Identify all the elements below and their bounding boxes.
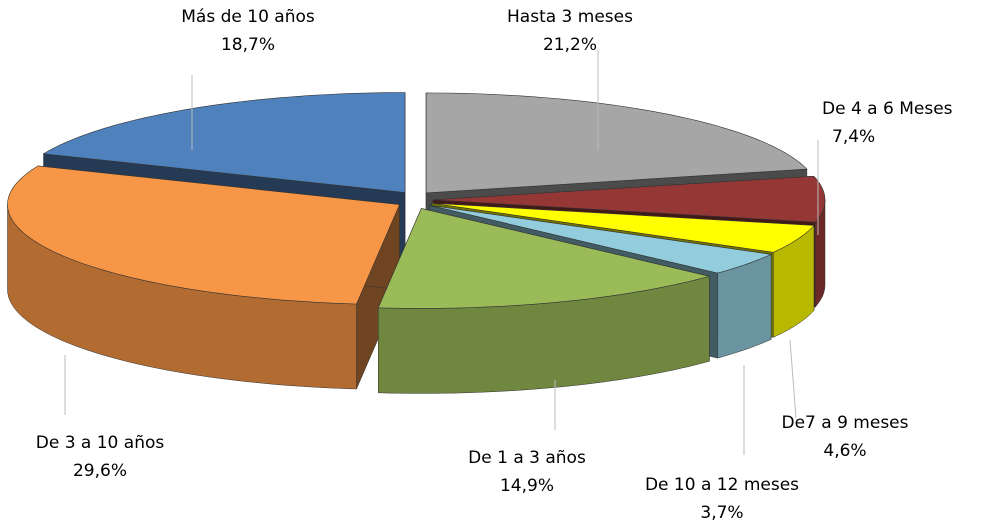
value-label: 7,4%: [832, 127, 875, 147]
category-label: De 10 a 12 meses: [645, 475, 799, 495]
category-label: Más de 10 años: [181, 7, 315, 27]
slice: [42, 92, 406, 193]
slice: [432, 175, 826, 223]
value-label: 4,6%: [823, 441, 866, 461]
value-label: 14,9%: [500, 476, 554, 496]
category-label: De7 a 9 meses: [781, 413, 908, 433]
slice: [377, 208, 710, 309]
value-label: 29,6%: [73, 461, 127, 481]
leader-line: [789, 339, 797, 419]
value-label: 18,7%: [221, 35, 275, 55]
value-label: 21,2%: [543, 35, 597, 55]
slice: [429, 205, 773, 274]
category-label: De 1 a 3 años: [468, 448, 586, 468]
category-label: De 4 a 6 Meses: [822, 99, 953, 119]
category-label: De 3 a 10 años: [36, 433, 165, 453]
slice: [7, 165, 400, 305]
category-label: Hasta 3 meses: [507, 7, 633, 27]
slice: [431, 202, 815, 253]
value-label: 3,7%: [700, 503, 743, 523]
slice: [425, 92, 808, 194]
